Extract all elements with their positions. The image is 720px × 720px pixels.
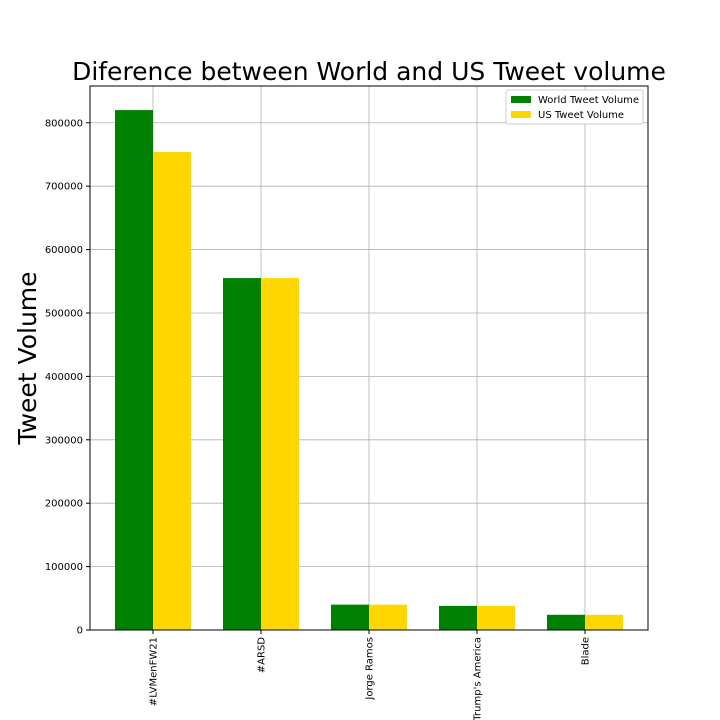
bar-world-1 <box>223 278 261 630</box>
y-tick-label: 400000 <box>45 372 83 383</box>
bar-world-4 <box>547 614 585 630</box>
y-tick-label: 600000 <box>45 245 83 256</box>
legend-box <box>505 89 644 125</box>
y-tick-label: 0 <box>77 626 83 637</box>
legend-swatch-1 <box>511 111 531 118</box>
bar-us-4 <box>585 614 623 630</box>
legend-label-1: US Tweet Volume <box>538 110 624 121</box>
x-tick-label: #LVMenFW21 <box>149 637 160 706</box>
y-tick-label: 300000 <box>45 435 83 446</box>
y-tick-label: 200000 <box>45 499 83 510</box>
chart-title: Diference between World and US Tweet vol… <box>72 57 666 86</box>
legend-swatch-0 <box>511 96 531 103</box>
bar-us-1 <box>261 278 299 630</box>
x-axis-ticks: #LVMenFW21 #ARSD Jorge Ramos Trump's Americ… <box>149 630 592 720</box>
x-tick-label: Jorge Ramos <box>365 637 376 701</box>
legend-label-0: World Tweet Volume <box>538 95 639 106</box>
bar-world-0 <box>115 110 153 630</box>
y-tick-label: 800000 <box>45 118 83 129</box>
bar-world-3 <box>439 605 477 630</box>
y-axis-label: Tweet Volume <box>13 271 42 445</box>
y-tick-label: 100000 <box>45 562 83 573</box>
bar-world-2 <box>331 604 369 630</box>
legend: World Tweet Volume US Tweet Volume <box>505 89 644 125</box>
x-tick-label: Trump's America <box>473 637 484 720</box>
x-tick-label: #ARSD <box>257 637 268 674</box>
y-tick-label: 700000 <box>45 182 83 193</box>
bars <box>115 110 623 630</box>
bar-us-3 <box>477 605 515 630</box>
bar-us-0 <box>153 151 191 630</box>
x-tick-label: Blade <box>581 637 592 665</box>
bar-us-2 <box>369 604 407 630</box>
y-axis-ticks: 0 100000 200000 300000 400000 500000 600000 700… <box>45 118 90 637</box>
y-tick-label: 500000 <box>45 308 83 319</box>
